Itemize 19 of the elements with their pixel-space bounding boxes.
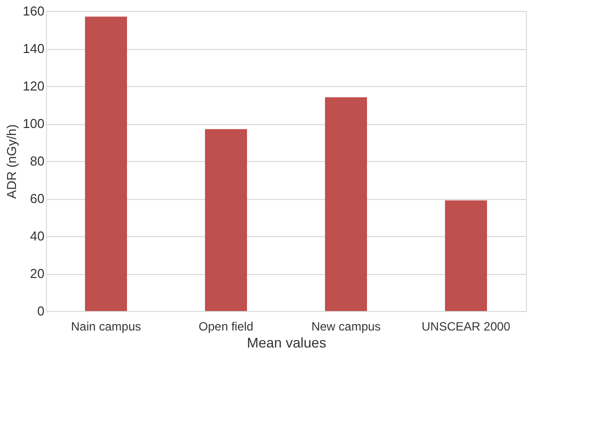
- x-axis-title: Mean values: [246, 334, 326, 350]
- y-tick-label: 160: [22, 4, 44, 18]
- x-tick-label: Open field: [198, 320, 254, 334]
- y-tick-label: 0: [37, 304, 44, 318]
- y-tick-label: 120: [22, 78, 44, 94]
- y-axis-title: ADR (nGy/h): [4, 124, 19, 199]
- y-tick-label: 60: [30, 191, 44, 206]
- bar: [85, 16, 127, 311]
- x-tick-label: UNSCEAR 2000: [422, 320, 511, 334]
- bar: [445, 200, 487, 311]
- bar: [205, 129, 247, 311]
- y-tick-label: 40: [30, 228, 44, 244]
- y-tick-label: 20: [30, 266, 44, 281]
- x-tick-label: Nain campus: [70, 320, 142, 334]
- y-tick-label: 140: [22, 41, 44, 56]
- y-tick-label: 80: [30, 154, 44, 168]
- bar: [325, 97, 367, 311]
- x-tick-label: New campus: [311, 320, 381, 334]
- y-tick-label: 100: [22, 116, 44, 131]
